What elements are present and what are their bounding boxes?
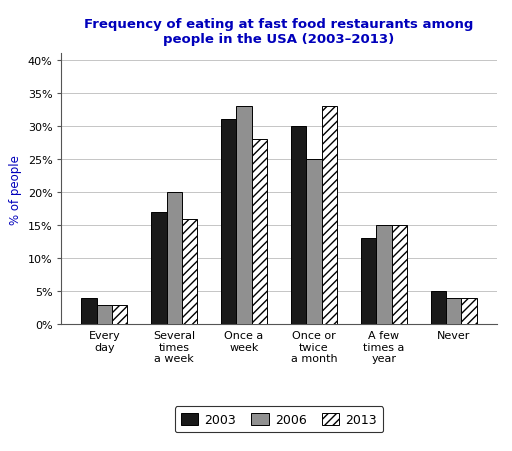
Y-axis label: % of people: % of people xyxy=(9,155,22,224)
Bar xyxy=(361,239,376,325)
Bar xyxy=(376,226,392,325)
Bar xyxy=(151,212,166,325)
Bar xyxy=(446,298,461,325)
Bar xyxy=(112,305,127,325)
Bar xyxy=(81,298,97,325)
Bar xyxy=(322,107,337,325)
Bar xyxy=(221,120,237,325)
Bar xyxy=(182,219,197,325)
Bar xyxy=(306,160,322,325)
Bar xyxy=(392,226,407,325)
Bar xyxy=(431,292,446,325)
Bar xyxy=(166,193,182,325)
Legend: 2003, 2006, 2013: 2003, 2006, 2013 xyxy=(175,406,383,432)
Bar xyxy=(97,305,112,325)
Bar xyxy=(291,127,306,325)
Bar xyxy=(461,298,477,325)
Bar xyxy=(237,107,252,325)
Title: Frequency of eating at fast food restaurants among
people in the USA (2003–2013): Frequency of eating at fast food restaur… xyxy=(84,18,474,46)
Bar xyxy=(252,140,267,325)
